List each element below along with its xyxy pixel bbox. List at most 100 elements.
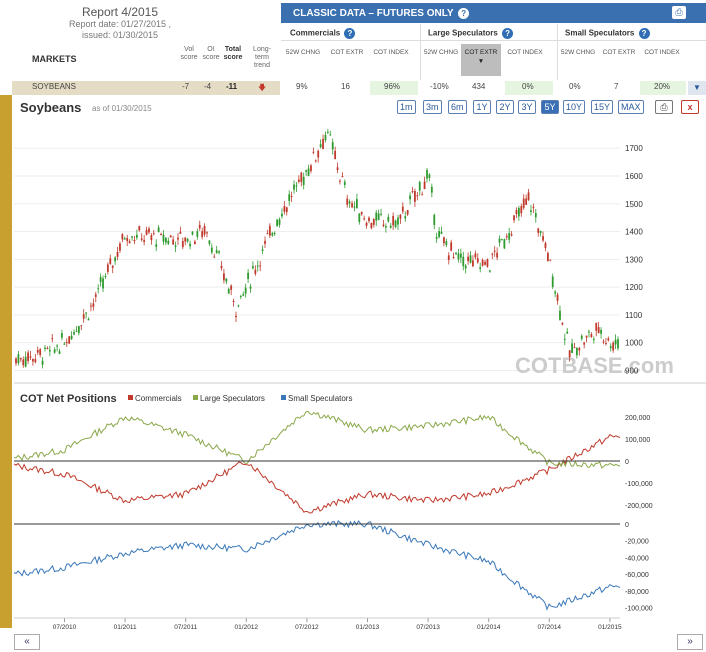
candle-body (566, 331, 569, 334)
candle-body (111, 265, 114, 268)
close-icon[interactable]: x (681, 100, 699, 114)
help-icon[interactable]: ? (458, 8, 470, 19)
divider (281, 40, 706, 41)
candle-body (355, 199, 358, 208)
candle-body (418, 181, 421, 191)
print-icon[interactable]: ⎙ (672, 6, 686, 19)
help-icon[interactable]: ? (502, 28, 514, 39)
legend: Commercials Large Speculators Small Specul… (128, 394, 352, 403)
candle-body (455, 252, 457, 255)
prev-button[interactable]: « (14, 634, 40, 650)
price-axis: 1700 1600 1500 1400 1300 1200 1100 1000 900 (625, 144, 643, 375)
legend-swatch (281, 395, 286, 400)
help-icon[interactable]: ? (344, 28, 356, 39)
candle-body (276, 219, 279, 227)
subcol-header[interactable]: 52W CHNG (423, 49, 459, 56)
group-large-speculators: Large Speculators ? (428, 28, 514, 39)
group-commercials: Commercials ? (290, 28, 356, 39)
help-icon[interactable]: ? (638, 28, 650, 39)
candle-body (559, 310, 561, 320)
candle-body (546, 252, 549, 261)
candle-body (423, 181, 426, 190)
grid (14, 147, 620, 371)
candle-body (329, 134, 332, 136)
legend-label[interactable]: Large Speculators (200, 394, 265, 403)
legend-label[interactable]: Commercials (135, 394, 182, 403)
candle-body (544, 242, 547, 249)
candle-body (131, 236, 133, 238)
candle-body (285, 207, 288, 212)
sort-down-icon: ▼ (477, 58, 485, 65)
candle-body (307, 168, 310, 177)
candle-body (215, 250, 218, 254)
legend-label[interactable]: Small Speculators (288, 394, 352, 403)
candle-body (61, 333, 63, 338)
market-name[interactable]: SOYBEANS (32, 82, 77, 91)
range-3y-button[interactable]: 3Y (518, 100, 536, 114)
cell: 20% (654, 82, 671, 91)
price-tick: 1600 (625, 172, 643, 181)
small-tick: 0 (625, 522, 629, 529)
candle-body (382, 224, 385, 227)
next-button[interactable]: » (677, 634, 703, 650)
candle-body (198, 224, 201, 229)
range-15y-button[interactable]: 15Y (591, 100, 614, 114)
candle-body (41, 360, 44, 365)
cell: -10% (430, 82, 449, 91)
candle-body (353, 206, 356, 208)
subcol-header[interactable]: COT INDEX (507, 49, 543, 56)
range-6m-button[interactable]: 6m (448, 100, 467, 114)
subcol-header[interactable]: 52W CHNG (285, 49, 321, 56)
subcol-header[interactable]: COT EXTR (330, 49, 364, 56)
candle-body (609, 346, 612, 349)
candle-body (73, 332, 75, 335)
range-1y-button[interactable]: 1Y (473, 100, 491, 114)
market-color-bar (0, 95, 12, 628)
collapse-icon[interactable]: ▼ (688, 81, 706, 95)
subcol-header[interactable]: COT INDEX (644, 49, 680, 56)
range-1m-button[interactable]: 1m (397, 100, 416, 114)
candle-body (174, 245, 177, 247)
classic-data-bar (281, 3, 706, 23)
range-max-button[interactable]: MAX (618, 100, 644, 114)
price-tick: 1100 (625, 311, 643, 320)
x-tick: 01/2013 (356, 624, 380, 631)
print-chart-icon[interactable]: ⎙ (655, 100, 673, 114)
cell: 96% (384, 82, 401, 91)
candle-body (556, 294, 559, 301)
candle-body (273, 232, 276, 234)
candle-body (375, 212, 378, 221)
candle-body (85, 312, 88, 314)
range-10y-button[interactable]: 10Y (563, 100, 586, 114)
subcol-header[interactable]: 52W CHNG (560, 49, 596, 56)
candle-body (457, 253, 460, 260)
candle-body (360, 211, 363, 215)
candle-body (380, 213, 382, 215)
candle-body (459, 253, 462, 258)
candle-body (614, 339, 617, 345)
candle-body (34, 359, 37, 363)
range-2y-button[interactable]: 2Y (496, 100, 514, 114)
price-tick: 1500 (625, 200, 643, 209)
range-5y-button[interactable]: 5Y (541, 100, 559, 114)
candle-body (568, 350, 571, 358)
candle-body (491, 253, 494, 255)
candle-body (571, 343, 573, 354)
candle-body (22, 359, 25, 366)
candle-body (203, 225, 206, 235)
candle-body (128, 241, 131, 244)
candle-body (17, 354, 20, 364)
candle-body (346, 198, 349, 205)
candle-body (70, 335, 73, 340)
candle-body (201, 231, 204, 238)
range-3m-button[interactable]: 3m (423, 100, 442, 114)
candle-body (56, 345, 59, 347)
subcol-header-selected[interactable]: COT EXTR ▼ (461, 44, 501, 76)
total-score-header: Total score (223, 46, 243, 61)
subcol-header[interactable]: COT EXTR (602, 49, 636, 56)
candle-body (590, 334, 593, 338)
candle-body (239, 295, 242, 297)
subcol-header[interactable]: COT INDEX (373, 49, 409, 56)
candle-body (467, 256, 470, 262)
candle-body (46, 347, 49, 349)
